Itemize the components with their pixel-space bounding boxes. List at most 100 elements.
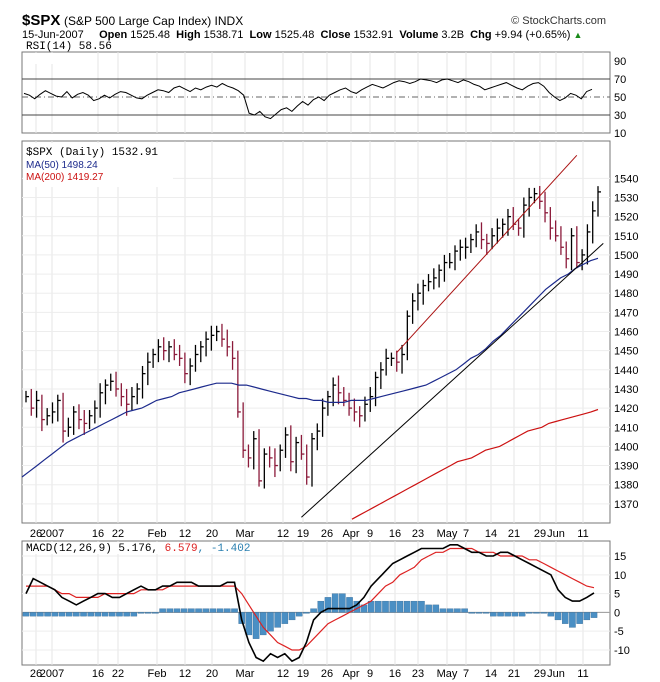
chg-value: +9.94 (+0.65%): [494, 29, 571, 41]
price-y-tick: 1400: [614, 441, 638, 453]
low-label: Low: [249, 29, 272, 41]
brand-label[interactable]: © StockCharts.com: [511, 15, 606, 27]
macd-hist-bar: [245, 612, 253, 636]
high-value: 1538.71: [203, 29, 244, 41]
macd-x-tick: 2007: [40, 668, 64, 680]
macd-hist-bar: [331, 593, 339, 613]
macd-hist-bar: [224, 608, 231, 613]
rsi-panel-frame: [21, 51, 611, 134]
macd-x-tick: 26: [321, 668, 333, 680]
macd-hist-bar: [130, 612, 138, 617]
chg-label: Chg: [470, 29, 492, 41]
macd-x-tick: May: [437, 668, 458, 680]
macd-hist-bar: [202, 608, 209, 613]
macd-x-tick: 9: [367, 668, 373, 680]
macd-hist-bar: [173, 608, 181, 613]
symbol-name: (S&P 500 Large Cap Index) INDX: [64, 14, 244, 28]
macd-x-tick: 22: [112, 668, 124, 680]
macd-x-tick: 12: [277, 668, 289, 680]
macd-hist-bar: [590, 612, 598, 618]
macd-x-tick: 19: [297, 668, 309, 680]
high-label: High: [176, 29, 201, 41]
macd-hist-bar: [166, 608, 174, 613]
ma200-line: [351, 408, 599, 520]
macd-hist-bar: [80, 612, 87, 617]
price-x-tick: 26: [30, 528, 42, 540]
macd-x-tick: Jun: [547, 668, 565, 680]
price-legend-ma200: MA(200) 1419.27: [26, 172, 104, 183]
quote-row: 15-Jun-2007 Open 1525.48 High 1538.71 Lo…: [22, 29, 582, 41]
macd-hist-bar: [446, 608, 454, 613]
macd-hist-bar: [152, 612, 159, 614]
macd-x-tick: Feb: [148, 668, 167, 680]
macd-signal-line: [26, 547, 595, 651]
macd-x-tick: 20: [206, 668, 218, 680]
open-value: 1525.48: [130, 29, 171, 41]
macd-hist-bar: [101, 612, 109, 617]
macd-hist-bar: [482, 612, 490, 614]
price-x-tick: 9: [367, 528, 373, 540]
price-x-tick: 14: [485, 528, 497, 540]
price-y-tick: 1450: [614, 346, 638, 358]
macd-hist-bar: [454, 608, 461, 613]
price-x-tick: 16: [389, 528, 401, 540]
macd-hist-bar: [310, 608, 317, 613]
price-x-tick: Jun: [547, 528, 565, 540]
price-x-tick: 21: [508, 528, 520, 540]
macd-x-tick: 16: [92, 668, 104, 680]
macd-line: [25, 544, 595, 663]
macd-x-tick: 23: [412, 668, 424, 680]
price-legend-symbol: $SPX (Daily) 1532.91: [26, 147, 158, 159]
macd-hist-bar: [87, 612, 94, 617]
macd-hist-bar: [295, 612, 303, 617]
close-label: Close: [320, 29, 351, 41]
macd-y-tick: 10: [614, 570, 626, 582]
macd-hist-bar: [432, 604, 440, 613]
price-y-tick: 1390: [614, 461, 638, 473]
rsi-label-bg: [23, 53, 93, 64]
macd-x-tick: Apr: [342, 668, 359, 680]
macd-hist-bar: [468, 612, 476, 614]
rsi-y-tick: 50: [614, 92, 626, 104]
symbol-title: $SPX: [22, 12, 61, 29]
rsi-y-tick: 90: [614, 56, 626, 68]
macd-hist-bar: [188, 608, 195, 613]
rsi-y-tick: 10: [614, 128, 626, 140]
chg-up-arrow-icon: ▲: [573, 30, 583, 40]
price-y-tick: 1480: [614, 288, 638, 300]
macd-x-tick: 12: [179, 668, 191, 680]
macd-hist-bar: [518, 612, 526, 617]
price-y-tick: 1520: [614, 212, 638, 224]
macd-hist-bar: [109, 612, 116, 617]
macd-x-tick: 11: [577, 668, 588, 680]
macd-hist-bar: [252, 612, 260, 639]
macd-hist-bar: [209, 608, 217, 613]
macd-hist-bar: [37, 612, 44, 617]
price-y-tick: 1490: [614, 269, 638, 281]
rsi-label: RSI(14) 58.56: [26, 41, 112, 53]
price-x-tick: 29: [534, 528, 546, 540]
price-x-tick: 2007: [40, 528, 64, 540]
price-y-tick: 1380: [614, 480, 638, 492]
macd-hist-bar: [569, 612, 576, 628]
macd-hist-bar: [281, 612, 289, 624]
price-x-tick: 12: [179, 528, 191, 540]
rsi-line: [23, 78, 593, 120]
macd-hist-value: , -1.402: [198, 543, 251, 555]
macd-hist-bar: [116, 612, 123, 617]
macd-hist-bar: [29, 612, 37, 617]
price-x-tick: 16: [92, 528, 104, 540]
rsi-y-tick: 30: [614, 110, 626, 122]
macd-y-tick: 5: [614, 589, 620, 601]
macd-hist-bar: [511, 612, 519, 617]
macd-hist-bar: [51, 612, 59, 617]
price-legend-bg: [23, 143, 173, 187]
price-y-tick: 1440: [614, 365, 638, 377]
price-x-tick: 22: [112, 528, 124, 540]
price-y-tick: 1540: [614, 173, 638, 185]
macd-hist-bar: [540, 612, 547, 614]
open-label: Open: [99, 29, 128, 41]
rsi-y-tick: 70: [614, 74, 626, 86]
low-value: 1525.48: [274, 29, 315, 41]
